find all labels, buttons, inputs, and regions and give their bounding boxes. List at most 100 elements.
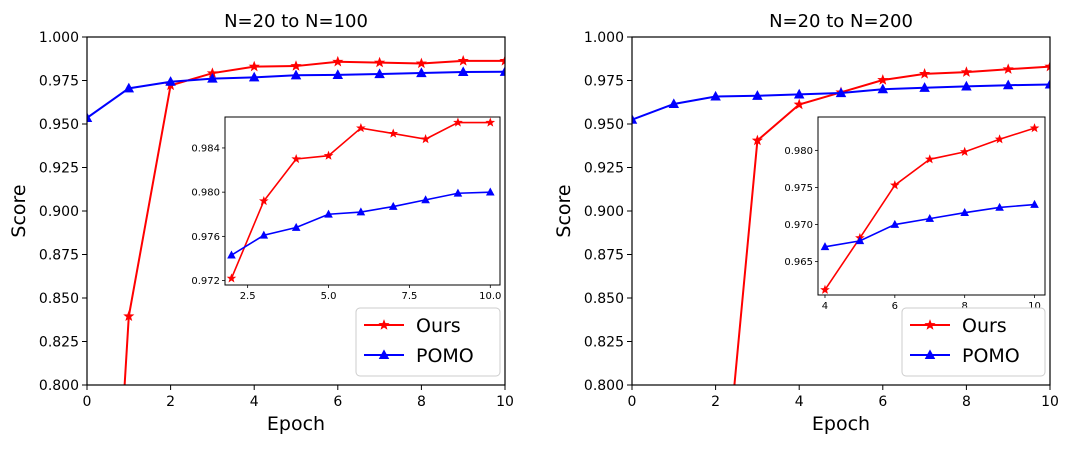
legend-swatch-marker — [378, 319, 390, 330]
x-axis-label: Epoch — [267, 413, 325, 435]
inset-data-point — [924, 154, 935, 164]
legend: Ours POMO — [355, 307, 501, 377]
inset-x-tick-label: 7.5 — [401, 291, 417, 302]
inset-data-point — [995, 202, 1004, 211]
inset-data-point — [291, 222, 301, 231]
data-point — [290, 69, 302, 80]
legend-label: POMO — [416, 345, 474, 367]
legend: Ours POMO — [901, 307, 1046, 377]
inset-x-tick-label: 2.5 — [240, 291, 256, 302]
y-tick-label: 0.950 — [584, 117, 624, 133]
y-axis-label: Score — [553, 184, 575, 237]
data-point — [499, 54, 505, 66]
data-point — [248, 71, 260, 82]
y-tick-label: 0.825 — [584, 335, 624, 351]
data-point — [87, 112, 93, 122]
legend-swatch-marker — [378, 349, 390, 360]
inset-data-point — [994, 134, 1005, 144]
data-point — [960, 66, 972, 77]
x-tick-label: 6 — [878, 394, 887, 410]
inset-data-point — [485, 117, 496, 127]
inset-data-point — [324, 209, 333, 218]
data-point — [877, 74, 889, 85]
data-point — [457, 54, 469, 66]
y-tick-label: 0.850 — [39, 291, 79, 307]
data-point — [1002, 63, 1014, 74]
inset-y-tick-label: 0.965 — [784, 257, 813, 268]
data-point — [632, 114, 638, 124]
data-point — [457, 66, 469, 77]
data-point — [332, 69, 344, 79]
series-group — [87, 54, 505, 385]
data-point — [332, 55, 344, 67]
y-axis-label: Score — [8, 184, 30, 237]
x-tick-label: 10 — [1041, 394, 1059, 410]
x-tick-label: 8 — [962, 394, 971, 410]
y-tick-label: 0.800 — [39, 378, 79, 394]
x-tick-label: 2 — [166, 394, 175, 410]
inset-data-point — [420, 134, 431, 144]
y-tick-label: 0.925 — [39, 161, 79, 177]
data-point — [919, 82, 930, 92]
data-point — [793, 88, 805, 99]
y-tick-label: 0.900 — [584, 204, 624, 220]
inset-data-point — [323, 150, 334, 160]
inset-data-point — [356, 122, 366, 133]
inset-data-point — [388, 128, 399, 138]
inset-data-point — [226, 273, 237, 283]
inset-plot: 4 6 8 10 0.965 0.970 0.975 0.980 — [784, 116, 1046, 312]
data-point — [290, 60, 302, 71]
data-point — [374, 56, 386, 68]
inset-data-point — [1030, 199, 1039, 208]
x-tick-label: 6 — [333, 394, 342, 410]
inset-y-tick-label: 0.980 — [191, 188, 220, 199]
data-point — [165, 76, 176, 86]
y-tick-label: 0.975 — [584, 74, 624, 90]
data-point — [1002, 79, 1014, 90]
legend-label: Ours — [962, 315, 1007, 337]
chart-panel-1: N=20 to N=100 0 2 4 6 8 10 0.800 0.825 0.850 0.875… — [8, 11, 514, 435]
x-tick-label: 10 — [496, 394, 514, 410]
inset-y-tick-label: 0.980 — [784, 146, 813, 157]
inset-y-tick-label: 0.976 — [191, 232, 220, 243]
x-tick-label: 0 — [83, 394, 92, 410]
x-tick-label: 8 — [417, 394, 426, 410]
inset-y-tick-label: 0.984 — [191, 143, 220, 154]
inset-y-tick-label: 0.975 — [784, 183, 813, 194]
data-point — [751, 134, 763, 146]
y-tick-label: 0.925 — [584, 161, 624, 177]
inset-x-tick-label: 10 — [1028, 301, 1041, 312]
data-point — [415, 57, 427, 69]
x-tick-label: 4 — [795, 394, 804, 410]
data-point — [1044, 78, 1050, 89]
inset-data-point — [259, 195, 269, 206]
legend-label: Ours — [416, 315, 461, 337]
inset-y-tick-label: 0.970 — [784, 220, 813, 231]
chart-panel-2: N=20 to N=200 0 2 4 6 8 10 0.800 0.825 0.850 0.875… — [553, 11, 1059, 435]
inset-x-tick-label: 5.0 — [321, 291, 337, 302]
legend-swatch-marker — [924, 349, 936, 360]
data-point — [499, 66, 505, 76]
inset-data-point — [291, 153, 301, 164]
data-point — [668, 98, 680, 109]
y-tick-label: 1.000 — [39, 30, 79, 46]
inset-x-tick-label: 10.0 — [479, 291, 501, 302]
inset-data-point — [959, 146, 970, 156]
y-tick-label: 0.950 — [39, 117, 79, 133]
series-group — [632, 60, 1050, 385]
inset-x-tick-label: 4 — [822, 301, 828, 312]
data-point — [123, 82, 135, 93]
data-point — [374, 68, 385, 79]
data-point — [1044, 60, 1050, 72]
inset-data-point — [890, 180, 900, 190]
inset-data-point — [855, 236, 865, 245]
x-tick-label: 2 — [711, 394, 720, 410]
x-tick-label: 4 — [250, 394, 259, 410]
data-point — [207, 72, 218, 83]
inset-x-tick-label: 8 — [961, 301, 967, 312]
inset-frame — [224, 116, 501, 286]
x-tick-label: 0 — [628, 394, 637, 410]
inset-data-point — [259, 230, 269, 239]
